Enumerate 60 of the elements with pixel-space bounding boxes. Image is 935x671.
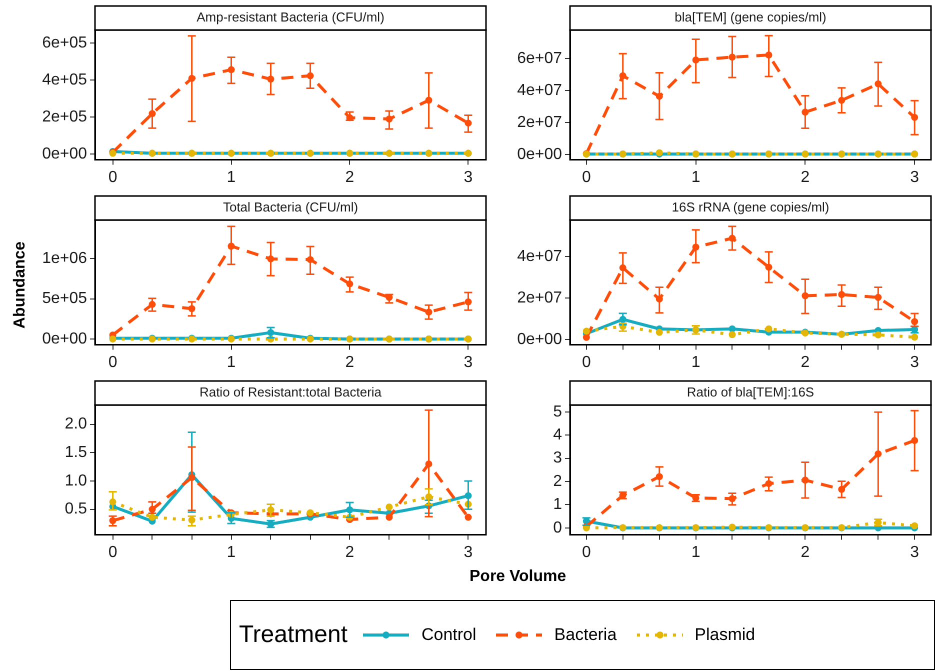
y-tick-label: 3 <box>553 450 562 467</box>
y-tick-label: 6e+05 <box>42 34 88 52</box>
legend-label: Control <box>421 625 476 645</box>
x-tick-label: 0 <box>108 168 118 186</box>
x-tick-label: 3 <box>464 544 473 561</box>
x-tick-label: 1 <box>691 168 700 186</box>
chart-title: Amp-resistant Bacteria (CFU/ml) <box>196 10 384 25</box>
x-tick-label: 2 <box>800 354 810 371</box>
y-tick-label: 0e+00 <box>42 146 88 163</box>
y-tick-label: 5e+05 <box>42 290 88 308</box>
y-tick-label: 4e+05 <box>42 71 88 88</box>
y-tick-label: 1.0 <box>64 472 88 490</box>
y-tick-label: 0e+00 <box>517 146 562 163</box>
y-tick-label: 6e+07 <box>517 50 562 68</box>
y-tick-label: 0e+00 <box>42 330 88 348</box>
y-tick-label: 2e+07 <box>517 114 562 131</box>
x-tick-label: 1 <box>691 544 700 561</box>
x-axis-title: Pore Volume <box>470 568 566 586</box>
legend-label: Plasmid <box>694 625 756 645</box>
y-tick-label: 4e+07 <box>517 248 562 266</box>
y-tick-label: 1 <box>553 496 562 514</box>
chart-title: Ratio of Resistant:total Bacteria <box>199 384 382 400</box>
y-tick-label: 1e+06 <box>42 250 88 268</box>
chart-title: 16S rRNA (gene copies/ml) <box>672 200 830 215</box>
x-tick-label: 2 <box>345 544 354 561</box>
x-tick-label: 2 <box>345 354 354 371</box>
y-axis-title: Abundance <box>11 241 30 329</box>
legend-title: Treatment <box>239 621 348 649</box>
x-tick-label: 1 <box>226 544 236 561</box>
x-tick-label: 1 <box>691 354 700 371</box>
chart-title: Ratio of bla[TEM]:16S <box>686 384 814 400</box>
y-tick-label: 4e+07 <box>517 82 562 99</box>
x-tick-label: 3 <box>910 544 920 561</box>
y-tick-label: 1.5 <box>64 444 88 462</box>
y-tick-label: 2 <box>553 472 562 490</box>
y-tick-label: 0e+00 <box>517 330 562 348</box>
y-tick-label: 4 <box>553 426 562 444</box>
y-tick-label: 0.5 <box>64 500 88 518</box>
x-tick-label: 3 <box>464 168 473 186</box>
x-tick-label: 2 <box>800 544 810 561</box>
y-tick-label: 5 <box>553 403 562 420</box>
x-tick-label: 3 <box>910 168 920 186</box>
y-tick-label: 2.0 <box>64 416 88 433</box>
chart-title: bla[TEM] (gene copies/ml) <box>674 10 826 25</box>
y-tick-label: 2e+05 <box>42 108 88 126</box>
y-tick-label: 2e+07 <box>517 289 562 306</box>
x-tick-label: 1 <box>226 168 236 186</box>
x-tick-label: 0 <box>108 544 118 561</box>
legend-label: Bacteria <box>554 625 617 645</box>
x-tick-label: 0 <box>582 544 591 561</box>
x-tick-label: 2 <box>345 168 354 186</box>
x-tick-label: 3 <box>464 354 473 371</box>
x-tick-label: 3 <box>910 354 920 371</box>
x-tick-label: 2 <box>800 168 810 186</box>
x-tick-label: 1 <box>226 354 236 371</box>
x-tick-label: 0 <box>582 168 591 186</box>
y-tick-label: 0 <box>553 519 562 536</box>
x-tick-label: 0 <box>108 354 118 371</box>
x-tick-label: 0 <box>582 354 591 371</box>
chart-title: Total Bacteria (CFU/ml) <box>222 200 358 215</box>
